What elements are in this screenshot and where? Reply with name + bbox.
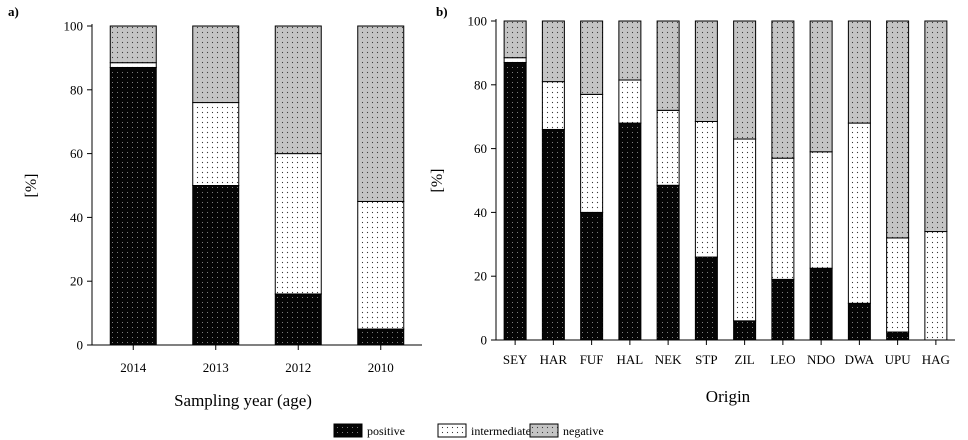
bar-intermediate-hal [618,79,642,124]
bar-positive-har [541,128,565,341]
panel-label: a) [8,4,19,19]
x-tick-label: STP [695,352,717,367]
legend-label-negative: negative [563,424,604,438]
bar-intermediate-2012 [274,153,322,295]
bar-negative-dwa [847,20,871,124]
y-tick-label: 60 [474,141,487,156]
bar-intermediate-ndo [809,151,833,269]
bar-positive-nek [656,184,680,341]
bar-intermediate-sey [503,57,527,63]
bar-negative-upu [886,20,910,239]
bar-intermediate-hag [924,231,948,341]
x-axis-title: Origin [706,387,751,406]
y-axis-title: [%] [429,169,446,193]
bar-intermediate-leo [771,157,795,280]
bar-intermediate-2013 [192,102,240,186]
bar-negative-zil [733,20,757,140]
x-tick-label: NDO [807,352,835,367]
bar-negative-stp [694,20,718,122]
bar-positive-dwa [847,302,871,341]
bar-negative-hal [618,20,642,81]
x-tick-label: ZIL [735,352,755,367]
bar-intermediate-dwa [847,122,871,304]
chart-panel-b: SEY HAR FUF HAL NEK STP ZIL LEO NDO DWA UPU HAG 0 20 4… [429,4,955,406]
x-tick-label: DWA [845,352,875,367]
bar-negative-nek [656,20,680,111]
bar-positive-2012 [274,293,322,346]
panel-label: b) [436,4,448,19]
y-tick-label: 100 [468,14,488,29]
bar-positive-hal [618,122,642,341]
bar-negative-ndo [809,20,833,153]
y-tick-label: 100 [64,19,84,34]
y-tick-label: 40 [474,205,487,220]
bar-positive-2014 [109,66,157,346]
bar-negative-har [541,20,565,83]
y-tick-label: 20 [474,269,487,284]
bar-intermediate-stp [694,120,718,258]
bar-intermediate-nek [656,109,680,186]
y-tick-label: 20 [70,274,83,289]
bar-positive-ndo [809,267,833,341]
bar-positive-2010 [357,328,405,346]
legend-label-positive: positive [367,424,405,438]
y-axis-title: [%] [23,174,40,198]
legend-swatch-positive [333,423,363,438]
bar-intermediate-upu [886,237,910,333]
chart-panel-a: 2014 2013 2012 2010 0 20 40 60 80 100 Sampling yea… [8,4,422,410]
bar-positive-fuf [580,211,604,341]
bar-negative-hag [924,20,948,233]
bar-negative-leo [771,20,795,159]
bar-intermediate-fuf [580,93,604,213]
bar-negative-sey [503,20,527,59]
y-tick-label: 80 [474,77,487,92]
x-tick-label: SEY [503,352,528,367]
x-tick-label: UPU [885,352,912,367]
chart-legend: positive intermediate negative [333,423,604,438]
x-tick-label: 2010 [368,360,394,375]
x-tick-label: HAR [540,352,568,367]
y-tick-label: 40 [70,210,83,225]
y-tick-label: 60 [70,146,83,161]
x-tick-label: LEO [770,352,795,367]
x-tick-label: 2014 [120,360,147,375]
bar-positive-upu [886,331,910,341]
bar-positive-zil [733,320,757,341]
bar-intermediate-har [541,81,565,130]
bar-intermediate-2010 [357,200,405,330]
bar-negative-fuf [580,20,604,95]
bar-positive-2013 [192,185,240,346]
bar-positive-sey [503,61,527,341]
x-axis-title: Sampling year (age) [174,391,312,410]
x-tick-label: 2012 [285,360,311,375]
y-tick-label: 0 [481,333,488,348]
bar-negative-2013 [192,25,240,104]
x-tick-label: HAG [922,352,950,367]
x-tick-label: 2013 [203,360,229,375]
x-tick-label: NEK [655,352,682,367]
bar-intermediate-zil [733,138,757,322]
bar-negative-2014 [109,25,157,64]
bar-intermediate-2014 [109,62,157,68]
x-tick-label: FUF [580,352,604,367]
bar-negative-2010 [357,25,405,202]
x-tick-label: HAL [617,352,644,367]
y-tick-label: 80 [70,82,83,97]
legend-label-intermediate: intermediate [471,424,531,438]
legend-swatch-intermediate [437,423,467,438]
legend-swatch-negative [529,423,559,438]
bar-negative-2012 [274,25,322,155]
y-tick-label: 0 [77,338,84,353]
bar-positive-stp [694,256,718,341]
bar-positive-leo [771,278,795,341]
